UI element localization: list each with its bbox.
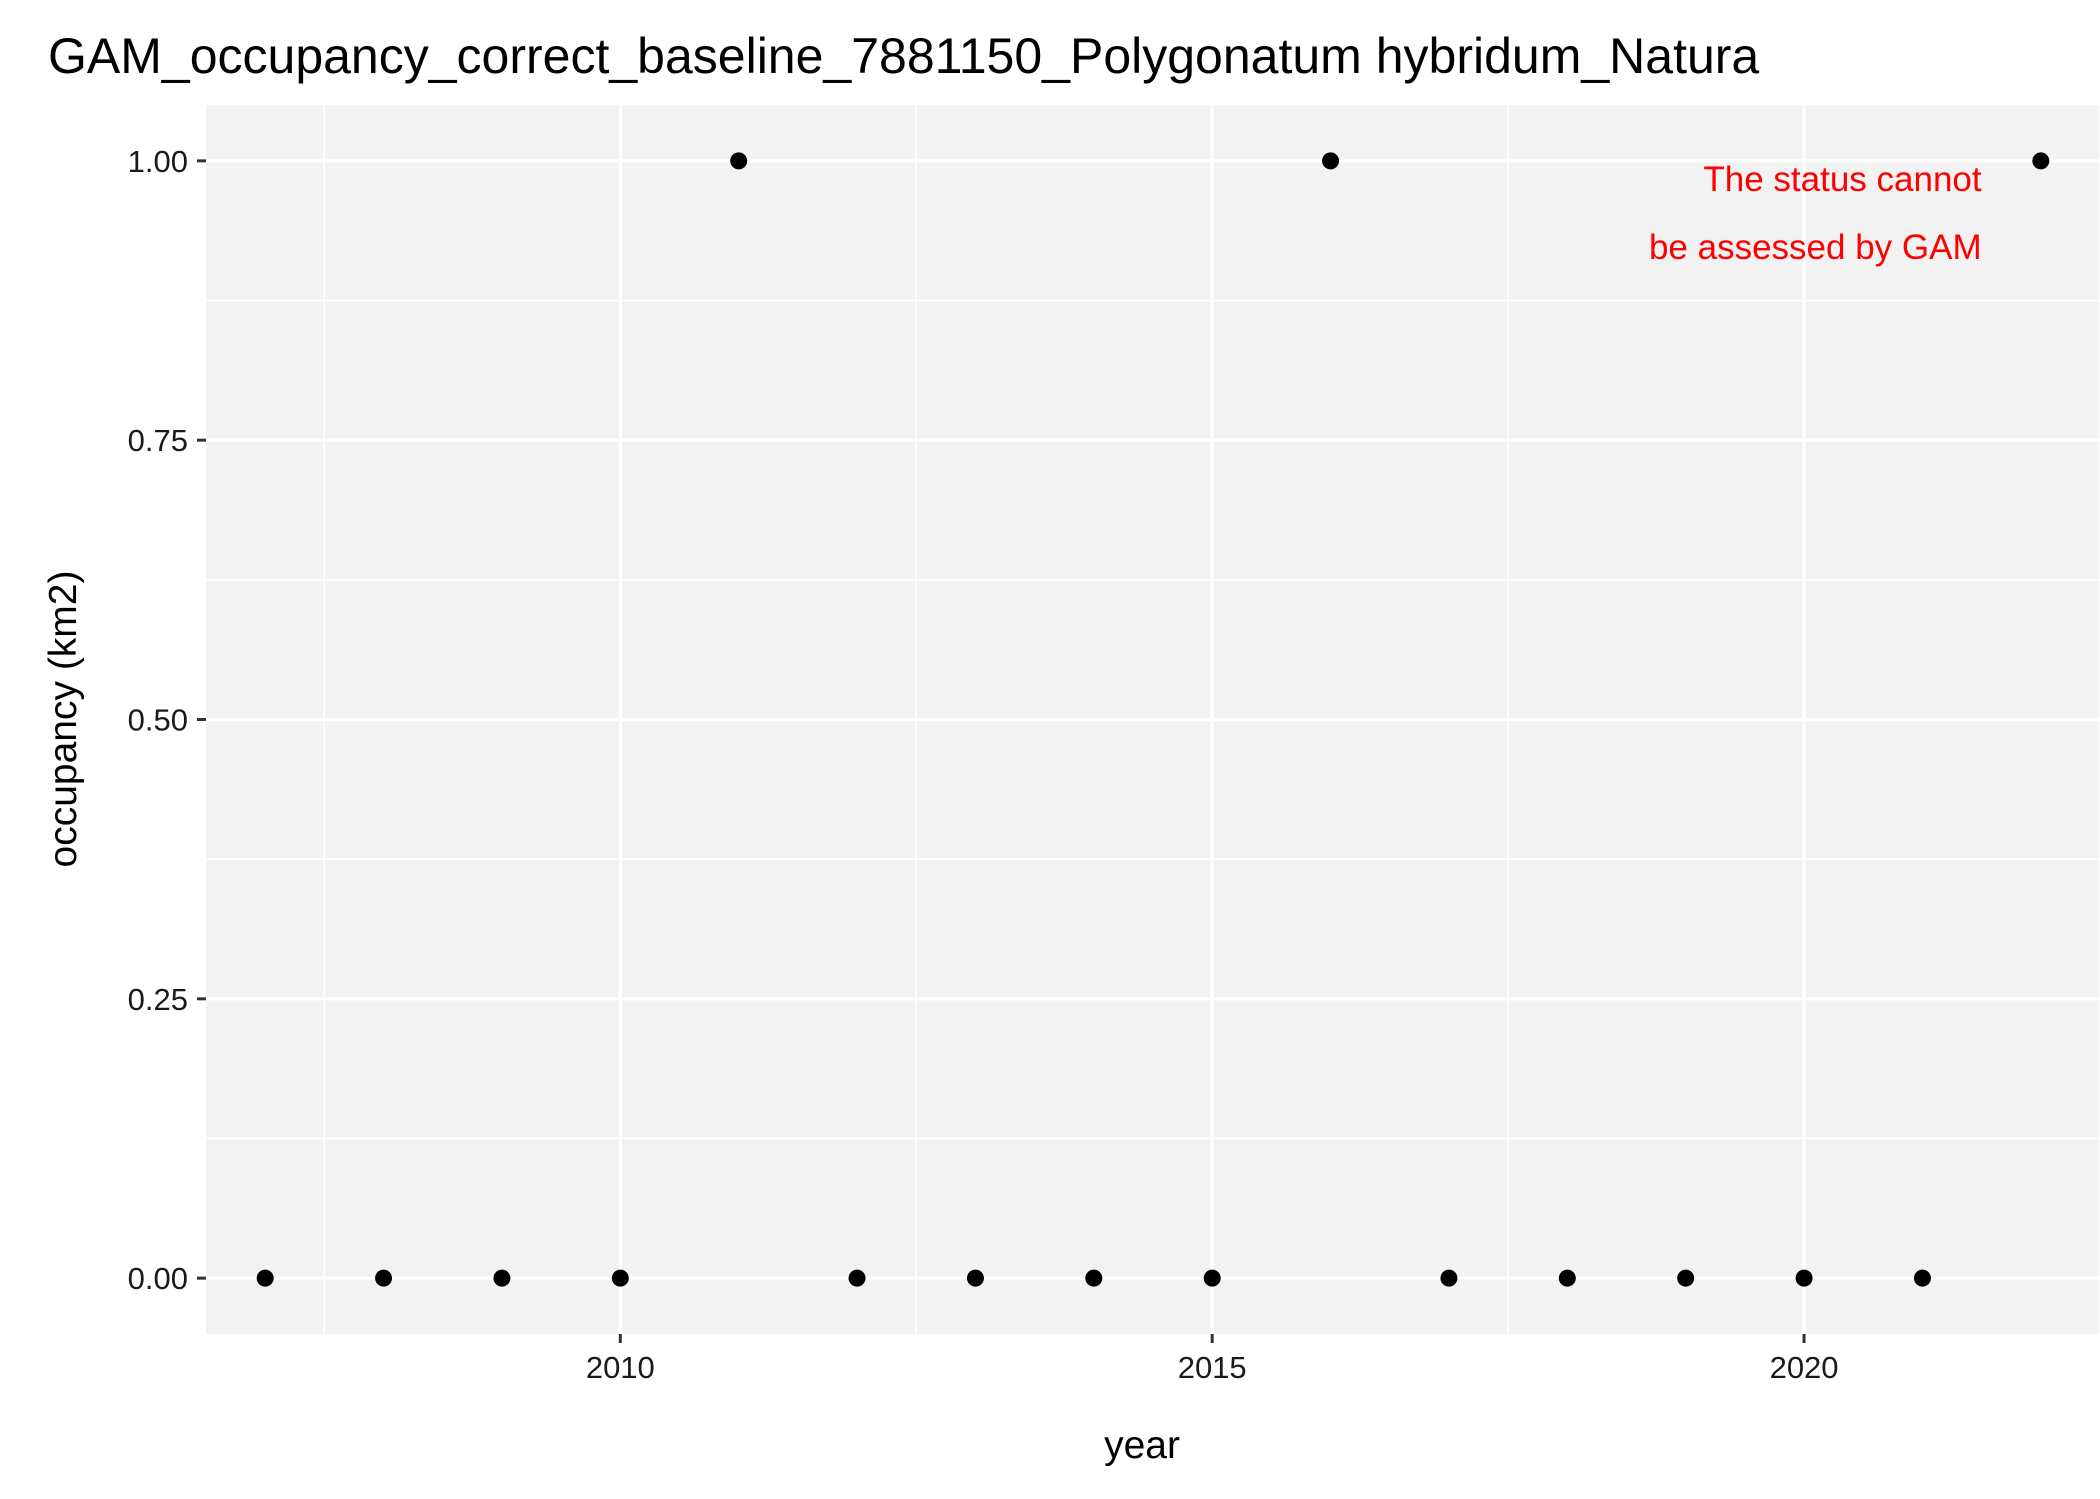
data-point [848, 1269, 866, 1287]
data-point [1913, 1269, 1931, 1287]
data-point [1203, 1269, 1221, 1287]
data-point [611, 1269, 629, 1287]
annotation-line: The status cannot [1703, 160, 1981, 199]
y-tick-label: 0.00 [128, 1261, 188, 1296]
y-tick-label: 0.50 [128, 703, 188, 738]
x-tick-label: 2020 [1770, 1350, 1839, 1385]
y-tick-label: 1.00 [128, 144, 188, 179]
y-tick-label: 0.75 [128, 423, 188, 458]
y-axis-title: occupancy (km2) [42, 571, 85, 868]
data-point [493, 1269, 511, 1287]
data-points [256, 152, 2050, 1287]
data-point [256, 1269, 274, 1287]
data-point [1322, 152, 1340, 170]
data-point [1795, 1269, 1813, 1287]
data-point [1677, 1269, 1695, 1287]
data-point [2032, 152, 2050, 170]
data-point [375, 1269, 393, 1287]
data-point [966, 1269, 984, 1287]
data-point [1085, 1269, 1103, 1287]
grid-major [206, 105, 2100, 1334]
x-axis-title: year [1104, 1424, 1180, 1467]
x-axis: 2010 2015 2020 [586, 1334, 1839, 1385]
x-tick-label: 2010 [586, 1350, 655, 1385]
status-annotation: The status cannot be assessed by GAM [1649, 160, 1982, 267]
data-point [1558, 1269, 1576, 1287]
chart-title: GAM_occupancy_correct_baseline_7881150_P… [48, 28, 1759, 84]
data-point [730, 152, 748, 170]
data-point [1440, 1269, 1458, 1287]
y-axis: 0.00 0.25 0.50 0.75 1.00 [128, 144, 206, 1296]
annotation-line: be assessed by GAM [1649, 228, 1982, 267]
y-tick-label: 0.25 [128, 982, 188, 1017]
x-tick-label: 2015 [1178, 1350, 1247, 1385]
